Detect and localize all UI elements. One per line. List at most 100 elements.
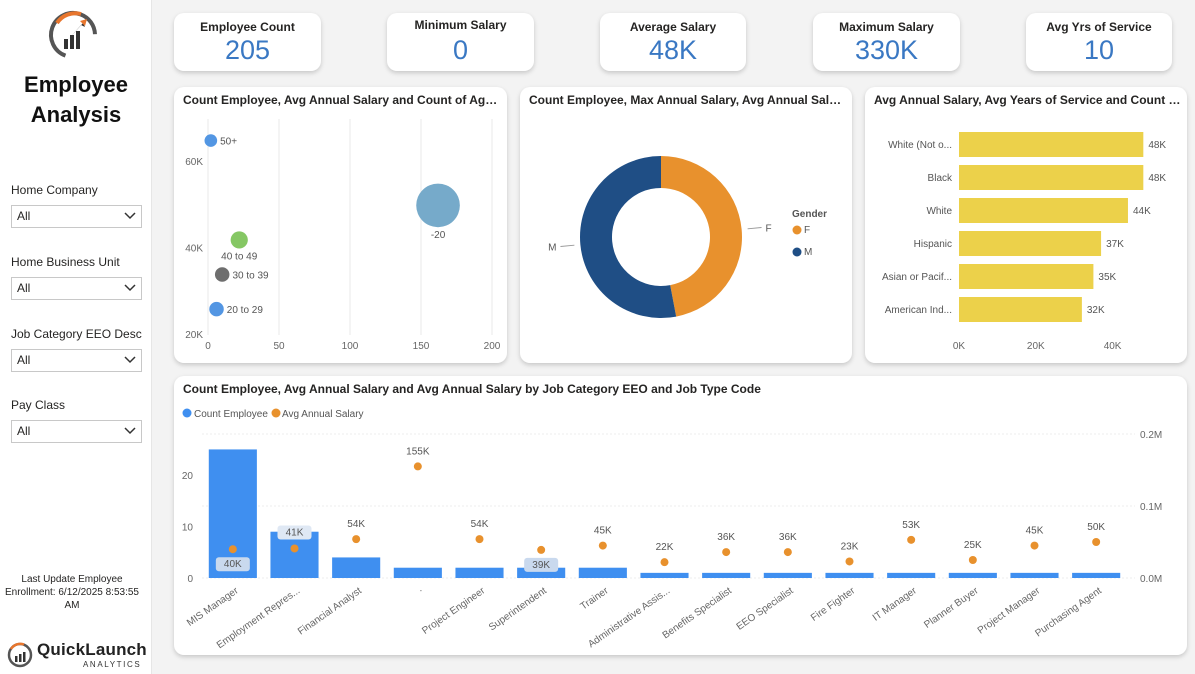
- left-tick-label: 10: [182, 523, 194, 534]
- category-label: MIS Manager: [185, 585, 241, 629]
- salary-dot: [1092, 538, 1101, 546]
- slice-label: F: [766, 223, 772, 234]
- point-label: -20: [431, 230, 446, 241]
- kpi-card-employee-count[interactable]: Employee Count 205: [174, 13, 321, 71]
- kpi-value: 48K: [648, 35, 698, 65]
- salary-dot: [722, 548, 731, 557]
- dropdown-value: All: [17, 424, 31, 438]
- salary-dot: [413, 462, 422, 471]
- brand-subtitle: ANALYTICS: [83, 660, 142, 669]
- bar: [887, 572, 936, 578]
- category-label: Black: [928, 173, 953, 184]
- bar: [959, 132, 1144, 157]
- legend-label: Avg Annual Salary: [282, 409, 364, 420]
- salary-dot: [660, 558, 669, 567]
- combo-chart-panel[interactable]: Count Employee, Avg Annual Salary and Av…: [174, 376, 1187, 655]
- pay-class-dropdown[interactable]: All: [11, 420, 142, 443]
- quicklaunch-logo-icon: [49, 11, 97, 59]
- salary-dot: [845, 557, 854, 566]
- category-label: White: [926, 206, 952, 217]
- bar: [578, 567, 627, 578]
- data-label: 45K: [1026, 526, 1044, 537]
- scatter-point: [230, 231, 248, 249]
- legend-label: M: [804, 247, 812, 258]
- x-tick-label: 50: [273, 341, 285, 352]
- horizontal-bar-chart-panel[interactable]: Avg Annual Salary, Avg Years of Service …: [865, 87, 1187, 363]
- bar: [959, 198, 1128, 223]
- x-tick-label: 100: [342, 341, 359, 352]
- last-update-text: Last Update Employee Enrollment: 6/12/20…: [5, 574, 139, 611]
- scatter-point: [209, 301, 224, 317]
- kpi-card-maximum-salary[interactable]: Maximum Salary 330K: [813, 13, 960, 71]
- kpi-label: Maximum Salary: [839, 20, 934, 34]
- bar: [959, 264, 1094, 289]
- kpi-value: 10: [1083, 35, 1115, 65]
- bar: [208, 449, 257, 578]
- data-label: 23K: [841, 541, 859, 552]
- kpi-card-minimum-salary[interactable]: Minimum Salary 0: [387, 13, 534, 71]
- category-label: Superintendent: [487, 585, 549, 633]
- data-label: 36K: [717, 532, 735, 543]
- point-label: 40 to 49: [221, 252, 258, 263]
- home-company-dropdown[interactable]: All: [11, 205, 142, 228]
- bar: [959, 165, 1144, 190]
- scatter-point: [416, 183, 460, 228]
- donut-chart-panel[interactable]: Count Employee, Max Annual Salary, Avg A…: [520, 87, 852, 363]
- right-tick-label: 0.0M: [1140, 574, 1162, 585]
- job-category-dropdown[interactable]: All: [11, 349, 142, 372]
- bar: [455, 567, 504, 578]
- dropdown-value: All: [17, 353, 31, 367]
- chevron-down-icon: [124, 427, 136, 435]
- filter-label: Home Business Unit: [11, 255, 120, 269]
- bar: [1010, 572, 1059, 578]
- point-label: 50+: [220, 137, 237, 148]
- home-business-unit-dropdown[interactable]: All: [11, 277, 142, 300]
- y-tick-label: 60K: [185, 157, 203, 168]
- bar: [948, 572, 997, 578]
- combo-chart: Count Employee Avg Annual Salary 0 10 20 0.0M…: [182, 408, 1162, 651]
- data-label: 32K: [1087, 305, 1105, 316]
- data-label: 48K: [1148, 140, 1166, 151]
- kpi-value: 330K: [854, 35, 919, 65]
- data-label: 37K: [1106, 239, 1124, 250]
- category-label: Asian or Pacif...: [882, 272, 952, 283]
- salary-dot: [598, 541, 607, 550]
- salary-dot: [352, 535, 361, 544]
- legend-marker: [792, 247, 802, 257]
- category-label: IT Manager: [871, 585, 920, 624]
- bar: [959, 231, 1102, 256]
- data-label: 45K: [594, 526, 612, 537]
- kpi-card-average-salary[interactable]: Average Salary 48K: [600, 13, 746, 71]
- scatter-chart: 0 50 100 150 200 20K 40K 60K 50+ 40 to 49 30 to 39…: [185, 119, 501, 352]
- bar: [393, 567, 442, 578]
- data-label: 48K: [1148, 173, 1166, 184]
- data-label: 39K: [532, 560, 550, 571]
- salary-dot: [968, 556, 977, 564]
- data-label: 50K: [1087, 522, 1105, 533]
- filter-label: Job Category EEO Desc: [11, 327, 142, 341]
- dropdown-value: All: [17, 281, 31, 295]
- salary-dot: [783, 548, 792, 557]
- quicklaunch-brand-icon: [7, 642, 33, 668]
- category-label: ·: [417, 585, 426, 596]
- salary-dot: [228, 545, 237, 554]
- scatter-chart-panel[interactable]: Count Employee, Avg Annual Salary and Co…: [174, 87, 507, 363]
- bar: [825, 572, 874, 578]
- bar: [959, 297, 1082, 322]
- category-label: White (Not o...: [888, 140, 952, 151]
- bar: [763, 572, 812, 578]
- data-label: 155K: [406, 446, 430, 457]
- data-label: 35K: [1098, 272, 1116, 283]
- donut-slice: [580, 156, 677, 318]
- salary-dot: [1030, 541, 1039, 550]
- data-label: 41K: [286, 527, 304, 538]
- legend-marker: [182, 408, 192, 418]
- x-tick-label: 200: [484, 341, 501, 352]
- slice-label: M: [548, 243, 556, 254]
- bar: [332, 557, 381, 578]
- data-label: 53K: [902, 520, 920, 531]
- category-label: Project Engineer: [420, 585, 487, 637]
- data-label-background: [215, 557, 250, 572]
- kpi-card-avg-years-of-service[interactable]: Avg Yrs of Service 10: [1026, 13, 1172, 71]
